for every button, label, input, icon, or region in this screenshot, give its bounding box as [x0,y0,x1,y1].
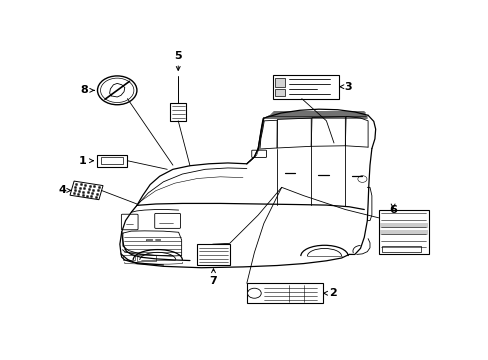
Circle shape [247,288,261,298]
Text: 3: 3 [344,82,351,92]
FancyBboxPatch shape [97,155,127,167]
FancyBboxPatch shape [251,150,266,157]
FancyBboxPatch shape [136,255,156,261]
FancyBboxPatch shape [121,214,138,230]
FancyBboxPatch shape [381,246,420,252]
FancyBboxPatch shape [379,223,427,228]
FancyBboxPatch shape [246,283,322,303]
FancyBboxPatch shape [272,75,338,99]
FancyBboxPatch shape [122,255,134,260]
FancyBboxPatch shape [154,213,180,228]
FancyBboxPatch shape [274,89,285,96]
Text: 5: 5 [174,51,182,61]
Text: 2: 2 [328,288,336,298]
Text: 1: 1 [78,156,86,166]
FancyBboxPatch shape [274,78,285,87]
Circle shape [357,176,366,183]
Circle shape [101,78,134,103]
FancyBboxPatch shape [196,244,230,265]
Text: 8: 8 [81,85,88,95]
FancyBboxPatch shape [379,230,427,235]
FancyBboxPatch shape [378,210,428,255]
Text: 7: 7 [209,276,217,286]
FancyBboxPatch shape [70,181,103,200]
Text: 4: 4 [59,185,66,195]
Text: 6: 6 [388,204,396,215]
FancyBboxPatch shape [101,157,122,164]
FancyBboxPatch shape [170,103,186,121]
Circle shape [97,76,137,105]
